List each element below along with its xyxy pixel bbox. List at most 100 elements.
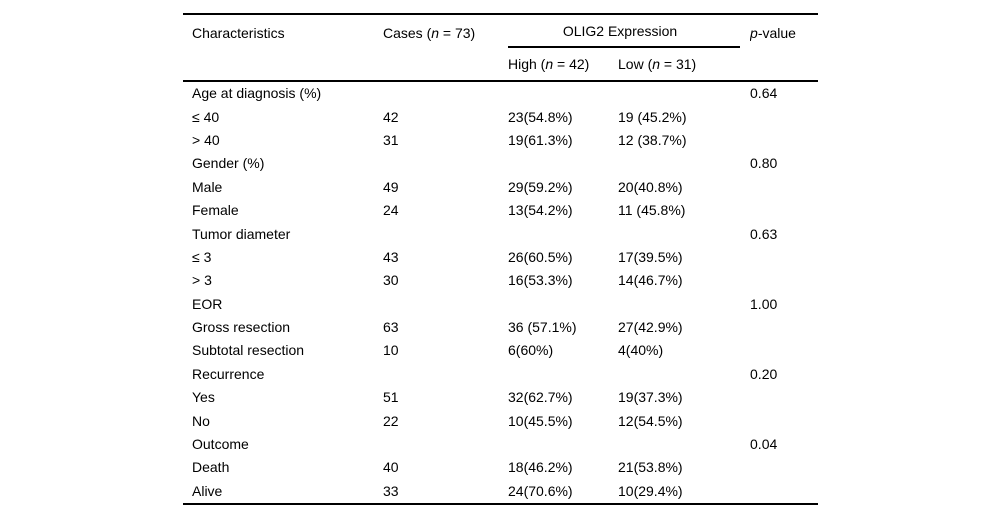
high-cell: 13(54.2%) bbox=[508, 202, 573, 219]
high-cell: 6(60%) bbox=[508, 342, 554, 359]
high-cell bbox=[508, 293, 618, 316]
cases-cell: 42 bbox=[383, 108, 399, 125]
high-cell: 16(53.3%) bbox=[508, 272, 573, 289]
row-label: ≤ 40 bbox=[192, 108, 220, 125]
table-row: ≤ 3 43 26(60.5%) 17(39.5%) bbox=[183, 246, 818, 269]
low-cell: 12(54.5%) bbox=[618, 412, 683, 429]
table-row: > 3 30 16(53.3%) 14(46.7%) bbox=[183, 269, 818, 292]
cases-cell: 30 bbox=[383, 272, 399, 289]
row-label: No bbox=[192, 412, 210, 429]
p-value-cell bbox=[750, 199, 818, 222]
table-row: Outcome 0.04 bbox=[183, 433, 818, 456]
characteristics-table: Characteristics Cases (n = 73) OLIG2 Exp… bbox=[183, 13, 819, 506]
p-value-cell bbox=[750, 339, 818, 362]
high-cell: 23(54.8%) bbox=[508, 108, 573, 125]
p-value-cell bbox=[750, 269, 818, 292]
low-cell: 20(40.8%) bbox=[618, 178, 683, 195]
p-value-cell bbox=[750, 386, 818, 409]
row-label: Female bbox=[192, 202, 239, 219]
p-value-cell bbox=[750, 409, 818, 432]
p-value-cell: 0.04 bbox=[750, 436, 778, 453]
high-cell: 26(60.5%) bbox=[508, 248, 573, 265]
high-cell: 18(46.2%) bbox=[508, 459, 573, 476]
p-value-cell bbox=[750, 105, 818, 128]
table-row: Alive 33 24(70.6%) 10(29.4%) bbox=[183, 480, 818, 504]
table-row: Female 24 13(54.2%) 11 (45.8%) bbox=[183, 199, 818, 222]
low-cell: 4(40%) bbox=[618, 342, 664, 359]
cases-cell bbox=[383, 152, 508, 175]
low-cell bbox=[618, 293, 750, 316]
low-cell: 17(39.5%) bbox=[618, 248, 683, 265]
row-label: Male bbox=[192, 178, 223, 195]
row-label: Alive bbox=[192, 482, 223, 499]
cases-cell: 49 bbox=[383, 178, 399, 195]
low-cell bbox=[618, 222, 750, 245]
p-value-cell: 0.64 bbox=[750, 85, 778, 102]
p-value-cell bbox=[750, 176, 818, 199]
row-label: Yes bbox=[192, 389, 215, 406]
p-value-cell: 0.63 bbox=[750, 225, 778, 242]
cases-cell: 24 bbox=[383, 202, 399, 219]
low-cell bbox=[618, 433, 750, 456]
header-high: High (n = 42) bbox=[508, 48, 618, 82]
high-cell: 24(70.6%) bbox=[508, 482, 573, 499]
p-value-cell bbox=[750, 480, 818, 504]
table-row: EOR 1.00 bbox=[183, 293, 818, 316]
header-low: Low (n = 31) bbox=[618, 48, 751, 82]
low-cell: 27(42.9%) bbox=[618, 319, 683, 336]
cases-cell bbox=[383, 222, 508, 245]
row-label: Age at diagnosis (%) bbox=[192, 85, 322, 102]
high-cell bbox=[508, 152, 618, 175]
p-value-cell bbox=[750, 316, 818, 339]
header-row-1: Characteristics Cases (n = 73) OLIG2 Exp… bbox=[183, 14, 819, 82]
row-label: ≤ 3 bbox=[192, 248, 212, 265]
header-p-value: p-value bbox=[750, 14, 819, 82]
high-cell bbox=[508, 81, 618, 105]
row-label: Subtotal resection bbox=[192, 342, 305, 359]
cases-cell: 40 bbox=[383, 459, 399, 476]
cases-cell bbox=[383, 293, 508, 316]
low-cell: 21(53.8%) bbox=[618, 459, 683, 476]
row-label: EOR bbox=[192, 295, 223, 312]
low-cell bbox=[618, 81, 750, 105]
row-label: > 3 bbox=[192, 272, 212, 289]
cases-cell: 22 bbox=[383, 412, 399, 429]
row-label: > 40 bbox=[192, 131, 220, 148]
table-row: Recurrence 0.20 bbox=[183, 363, 818, 386]
low-cell: 10(29.4%) bbox=[618, 482, 683, 499]
header-characteristics: Characteristics bbox=[183, 14, 383, 82]
high-cell bbox=[508, 433, 618, 456]
low-cell: 19 (45.2%) bbox=[618, 108, 687, 125]
high-cell: 19(61.3%) bbox=[508, 131, 573, 148]
low-cell bbox=[618, 152, 750, 175]
high-cell bbox=[508, 222, 618, 245]
table-row: Yes 51 32(62.7%) 19(37.3%) bbox=[183, 386, 818, 409]
p-value-cell: 0.80 bbox=[750, 155, 778, 172]
high-cell: 36 (57.1%) bbox=[508, 319, 577, 336]
table-row: Death 40 18(46.2%) 21(53.8%) bbox=[183, 456, 818, 479]
high-cell: 32(62.7%) bbox=[508, 389, 573, 406]
table-row: ≤ 40 42 23(54.8%) 19 (45.2%) bbox=[183, 105, 818, 128]
row-label: Outcome bbox=[192, 436, 249, 453]
cases-cell: 10 bbox=[383, 342, 399, 359]
row-label: Gross resection bbox=[192, 319, 291, 336]
p-value-cell: 1.00 bbox=[750, 295, 778, 312]
low-cell: 14(46.7%) bbox=[618, 272, 683, 289]
row-label: Gender (%) bbox=[192, 155, 265, 172]
p-value-cell bbox=[750, 129, 818, 152]
table-body: Age at diagnosis (%) 0.64 ≤ 40 42 23(54.8%)… bbox=[183, 81, 818, 504]
high-cell: 29(59.2%) bbox=[508, 178, 573, 195]
table-row: No 22 10(45.5%) 12(54.5%) bbox=[183, 409, 818, 432]
cases-cell bbox=[383, 363, 508, 386]
p-value-cell bbox=[750, 456, 818, 479]
p-value-cell: 0.20 bbox=[750, 365, 778, 382]
table-row: Male 49 29(59.2%) 20(40.8%) bbox=[183, 176, 818, 199]
header-row-2: High (n = 42) Low (n = 31) bbox=[183, 48, 818, 82]
olig2-group-label: OLIG2 Expression bbox=[508, 15, 741, 48]
cases-cell: 51 bbox=[383, 389, 399, 406]
p-value-cell bbox=[750, 246, 818, 269]
row-label: Death bbox=[192, 459, 230, 476]
table-row: Tumor diameter 0.63 bbox=[183, 222, 818, 245]
cases-cell: 31 bbox=[383, 131, 399, 148]
